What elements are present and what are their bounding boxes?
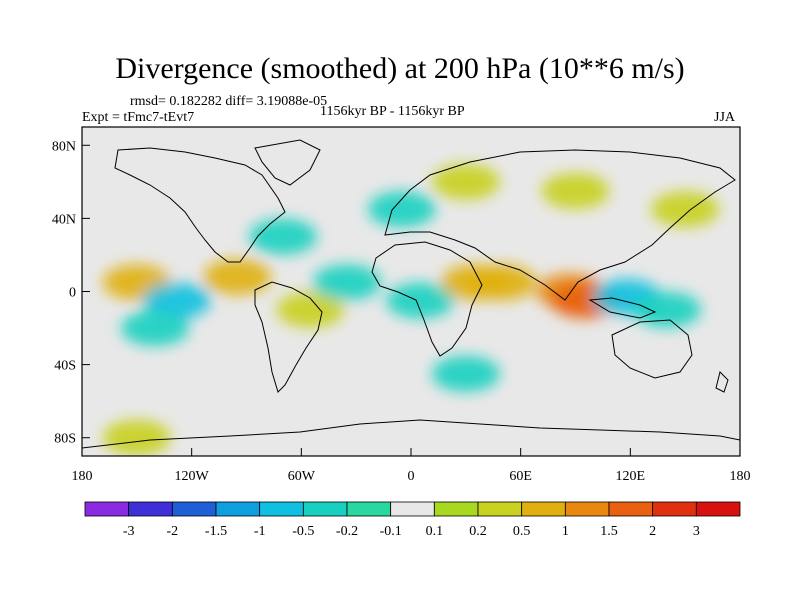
colorbar-label: 1.5 [600,524,618,539]
colorbar-swatch [171,501,217,517]
field-blob-19 [102,419,171,456]
colorbar-swatch [84,501,130,517]
experiment-label: Expt = tFmc7-tEvt7 [82,110,195,125]
south-america-outline [254,281,323,393]
colorbar-swatch [608,501,654,517]
colorbar-label: -0.2 [336,524,358,539]
y-tick-label: 80S [54,432,76,447]
colorbar-label: -1.5 [205,524,227,539]
colorbar-swatch [346,501,392,517]
colorbar-label: -0.1 [380,524,402,539]
field-blob-9 [276,291,345,328]
colorbar-label: 0.2 [469,524,487,539]
field-blob-17 [367,191,436,228]
y-tick-label: 40N [52,212,76,227]
indonesia-outline [588,297,657,319]
field-blob-11 [386,282,455,319]
greenland-outline [254,139,321,186]
australia-outline [611,319,693,379]
colorbar-label: -1 [254,524,266,539]
map-title: Divergence (smoothed) at 200 hPa (10**6 … [115,52,685,85]
antarctica-outline [82,419,740,449]
new-zealand-outline [715,371,729,393]
colorbar-swatch [259,501,304,517]
stats-label: rmsd= 0.182282 diff= 3.19088e-05 [130,94,328,109]
colorbar: -3 -2 -1.5 -1 -0.5 -0.2 -0.1 0.1 0.2 0.5 1 1.5 2 3 [84,501,741,539]
field-blob-10 [313,264,382,301]
colorbar-swatch [521,501,566,517]
y-tick-label: 80N [52,139,76,154]
period-label: 1156kyr BP - 1156kyr BP [320,104,465,119]
field-blob-7 [121,310,190,347]
x-tick-label: 120W [175,469,210,484]
colorbar-label: 0.5 [513,524,531,539]
colorbar-label: 1 [562,524,569,539]
field-blob-4 [203,258,272,295]
colorbar-swatch [695,501,741,517]
colorbar-label: 2 [649,524,656,539]
x-tick-label: 180 [72,469,93,484]
colorbar-label: -0.5 [292,524,314,539]
colorbar-label: -2 [166,524,178,539]
colorbar-label: -3 [123,524,135,539]
field-blob-16 [651,191,720,228]
field-blob-18 [431,355,500,392]
field-blob-6 [143,282,212,319]
field-blob-3 [632,291,701,328]
x-tick-label: 60W [288,469,316,484]
coastlines [82,139,740,449]
colorbar-swatch [302,501,348,517]
colorbar-swatch [564,501,610,517]
field-blob-13 [468,264,537,301]
x-tick-label: 180 [730,469,751,484]
y-tick-label: 40S [54,359,76,374]
x-tick-label: 0 [408,469,415,484]
divergence-field [102,163,720,456]
y-tick-label: 0 [69,286,76,301]
field-blob-8 [249,218,318,255]
colorbar-swatch [652,501,697,517]
season-label: JJA [714,110,736,125]
axis-ticks: 80N 40N 0 40S 80S 180 120W 60W 0 60E 120E 180 [52,139,751,484]
colorbar-swatch [128,501,173,517]
eurasia-outline [384,149,736,301]
africa-outline [371,241,483,357]
field-blob-15 [541,172,610,209]
x-tick-label: 60E [509,469,532,484]
colorbar-swatch [477,501,523,517]
x-tick-label: 120E [616,469,646,484]
colorbar-label: 0.1 [426,524,444,539]
colorbar-label: 3 [693,524,700,539]
colorbar-swatch [390,501,435,517]
colorbar-swatch [215,501,261,517]
colorbar-swatch [433,501,479,517]
north-america-outline [114,147,286,263]
field-blob-14 [431,163,500,200]
